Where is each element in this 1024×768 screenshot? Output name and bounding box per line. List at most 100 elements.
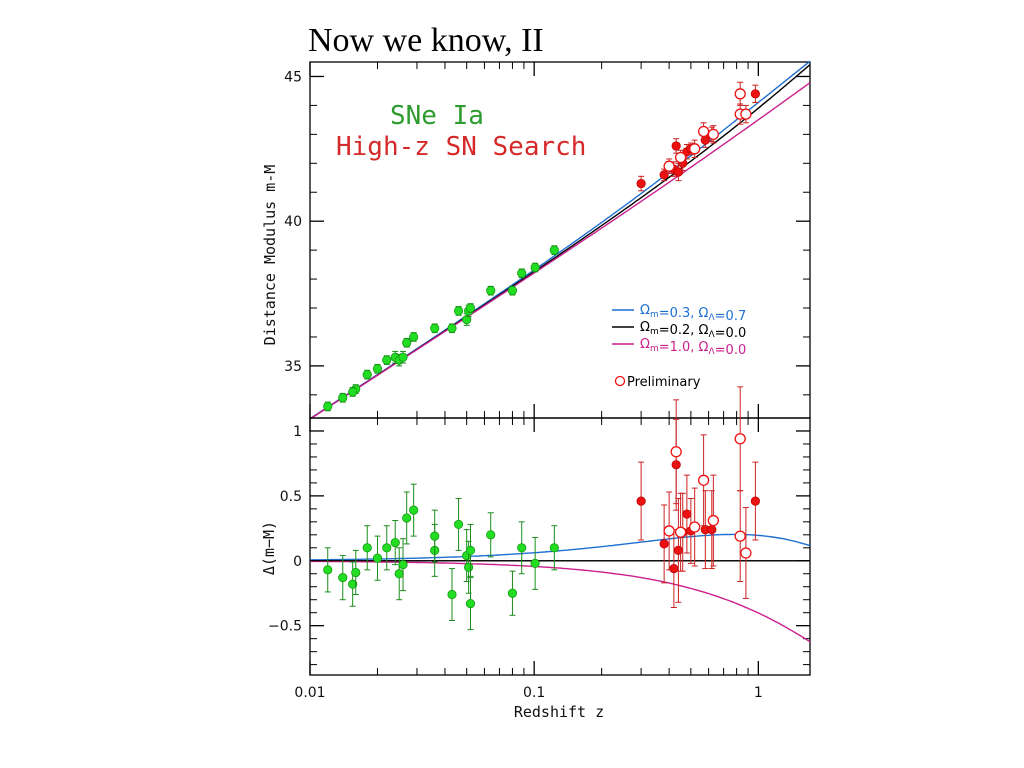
low-z-point: [338, 573, 348, 583]
low-z-point: [390, 538, 400, 548]
low-z-point: [486, 286, 496, 296]
low-z-point: [530, 558, 540, 568]
low-z-point: [453, 306, 464, 316]
top-model-curves: [309, 60, 811, 420]
top-panel: 35 40 45 SNe Ia High-z SN Search Ωm=0.3, Ω…: [261, 60, 811, 420]
x-tick-label: 0.1: [523, 685, 545, 701]
legend-label: Ωm=0.2, ΩΛ=0.0: [640, 320, 746, 341]
low-z-point: [430, 323, 440, 333]
bottom-y-tick-label: 0: [293, 554, 302, 570]
preliminary-point: [697, 474, 710, 486]
bottom-panel: −0.5 0 0.5 1 Δ(m−M): [260, 386, 811, 676]
low-z-point: [530, 262, 540, 273]
low-z-point: [398, 352, 408, 362]
preliminary-point: [674, 526, 687, 538]
preliminary-point: [734, 88, 746, 100]
high-z-point: [750, 496, 760, 506]
legend: Ωm=0.3, ΩΛ=0.7Ωm=0.2, ΩΛ=0.0Ωm=1.0, ΩΛ=0…: [612, 303, 746, 390]
legend-preliminary-label: Preliminary: [627, 375, 701, 390]
preliminary-point: [740, 108, 752, 120]
low-z-point: [351, 567, 361, 578]
low-z-point: [453, 519, 464, 530]
low-z-point: [372, 553, 383, 563]
low-z-point: [394, 569, 404, 579]
top-y-axis-label: Distance Modulus m-M: [261, 165, 279, 346]
high-z-point: [673, 545, 684, 555]
preliminary-point: [697, 125, 710, 138]
top-y-tick-label: 35: [284, 359, 302, 375]
preliminary-point: [663, 160, 675, 172]
annotation-highz: High-z SN Search: [336, 132, 586, 162]
top-y-tick-label: 40: [284, 214, 302, 230]
low-z-point: [465, 303, 476, 313]
bottom-y-axis-label: Δ(m−M): [260, 521, 278, 575]
top-y-ticks: 35 40 45: [284, 69, 810, 396]
high-z-point: [682, 509, 692, 519]
low-z-point: [398, 560, 408, 570]
low-z-point: [323, 565, 333, 575]
x-ticks: 0.01 0.1 1: [294, 62, 763, 701]
high-z-point: [669, 563, 679, 574]
x-axis-label: Redshift z: [514, 703, 604, 721]
low-z-point: [549, 543, 559, 553]
low-z-point: [430, 531, 440, 541]
preliminary-point: [707, 514, 720, 527]
preliminary-point: [689, 521, 701, 533]
preliminary-point: [674, 151, 687, 164]
top-data-points: [323, 81, 760, 412]
low-z-point: [402, 338, 412, 348]
low-z-point: [348, 387, 358, 397]
low-z-point: [323, 401, 333, 412]
high-z-point: [707, 525, 717, 535]
model-curve-bottom: [309, 533, 811, 561]
preliminary-point: [663, 525, 675, 537]
model-curve-top: [309, 82, 811, 420]
low-z-point: [402, 513, 412, 523]
legend-preliminary-marker: [614, 375, 626, 387]
low-z-point: [447, 323, 457, 333]
model-curve-top: [309, 64, 811, 420]
bottom-model-curves: [309, 533, 811, 643]
legend-label: Ωm=0.3, ΩΛ=0.7: [640, 303, 746, 324]
high-z-point: [636, 178, 646, 189]
x-tick-label: 1: [754, 685, 763, 701]
bottom-panel-frame: [309, 417, 811, 676]
low-z-point: [338, 393, 348, 403]
annotation-sne: SNe Ia: [390, 101, 484, 131]
preliminary-point: [740, 547, 752, 559]
low-z-point: [507, 286, 518, 296]
bottom-data-points: [323, 386, 760, 631]
low-z-point: [362, 543, 372, 553]
low-z-point: [372, 364, 383, 374]
low-z-point: [486, 530, 496, 540]
high-z-point: [659, 539, 669, 549]
low-z-point: [517, 543, 527, 553]
preliminary-point: [707, 128, 720, 141]
low-z-point: [517, 268, 527, 278]
low-z-point: [462, 314, 472, 325]
preliminary-point: [734, 433, 746, 445]
slide-title: Now we know, II: [308, 22, 544, 59]
low-z-point: [465, 545, 476, 555]
low-z-point: [507, 588, 518, 598]
low-z-point: [382, 355, 392, 365]
bottom-y-tick-label: 0.5: [280, 489, 302, 505]
top-y-tick-label: 45: [284, 69, 302, 85]
legend-label: Ωm=1.0, ΩΛ=0.0: [640, 337, 746, 358]
low-z-point: [382, 543, 392, 553]
high-z-point: [671, 141, 681, 151]
low-z-point: [465, 599, 476, 609]
low-z-point: [409, 332, 419, 342]
low-z-point: [348, 579, 358, 589]
low-z-point: [549, 245, 559, 255]
high-z-point: [636, 496, 646, 506]
preliminary-point: [689, 143, 701, 155]
high-z-point: [673, 167, 684, 177]
high-z-point: [659, 170, 669, 180]
preliminary-point: [670, 446, 682, 458]
low-z-point: [409, 505, 419, 515]
bottom-y-tick-label: −0.5: [268, 619, 302, 635]
low-z-point: [447, 589, 457, 600]
preliminary-point: [734, 530, 746, 542]
